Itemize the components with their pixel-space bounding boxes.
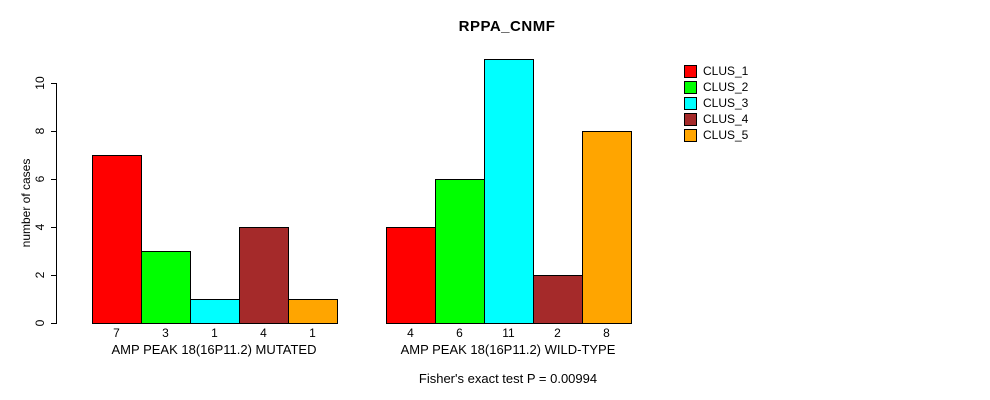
bar-value-label-wildtype-clus_1: 4 [407,326,414,340]
legend-swatch-clus_2 [684,80,697,94]
x-group-label-mutated: AMP PEAK 18(16P11.2) MUTATED [111,342,317,357]
y-tick-mark-4 [51,227,57,228]
legend-label-clus_5: CLUS_5 [703,128,749,142]
bar-value-label-wildtype-clus_4: 2 [554,326,561,340]
y-tick-label-8: 8 [33,127,47,135]
bar-mutated-clus_2 [141,251,191,324]
bar-value-label-wildtype-clus_2: 6 [456,326,463,340]
legend-swatch-clus_4 [684,112,697,126]
legend-label-clus_2: CLUS_2 [703,80,749,94]
y-tick-mark-10 [51,83,57,84]
annotation-fishers-test: Fisher's exact test P = 0.00994 [418,371,598,386]
bar-mutated-clus_3 [190,299,240,324]
bar-value-label-mutated-clus_3: 1 [211,326,218,340]
x-group-label-wildtype: AMP PEAK 18(16P11.2) WILD-TYPE [400,342,616,357]
bar-wildtype-clus_4 [533,275,583,324]
bar-mutated-clus_1 [92,155,142,324]
legend-item-clus_5: CLUS_5 [684,127,748,143]
y-tick-mark-2 [51,275,57,276]
chart-title: RPPA_CNMF [458,18,556,35]
y-axis-title: number of cases [19,158,33,248]
bar-wildtype-clus_5 [582,131,632,324]
legend: CLUS_1 CLUS_2 CLUS_3 CLUS_4 CLUS_5 [684,63,748,143]
bar-value-label-mutated-clus_2: 3 [162,326,169,340]
legend-swatch-clus_5 [684,128,697,142]
y-axis-line [56,83,57,324]
bar-value-label-mutated-clus_1: 7 [113,326,120,340]
bar-wildtype-clus_1 [386,227,436,324]
legend-item-clus_4: CLUS_4 [684,111,748,127]
y-tick-label-2: 2 [33,271,47,279]
legend-item-clus_1: CLUS_1 [684,63,748,79]
legend-label-clus_1: CLUS_1 [703,64,749,78]
y-tick-label-10: 10 [33,76,47,90]
legend-item-clus_3: CLUS_3 [684,95,748,111]
y-tick-label-4: 4 [33,223,47,231]
legend-item-clus_2: CLUS_2 [684,79,748,95]
y-tick-mark-8 [51,131,57,132]
bar-value-label-mutated-clus_5: 1 [309,326,316,340]
bar-value-label-wildtype-clus_5: 8 [603,326,610,340]
legend-label-clus_4: CLUS_4 [703,112,749,126]
bar-mutated-clus_5 [288,299,338,324]
y-tick-mark-0 [51,323,57,324]
bar-value-label-wildtype-clus_3: 11 [502,326,515,340]
bar-wildtype-clus_3 [484,59,534,324]
legend-swatch-clus_1 [684,64,697,78]
legend-swatch-clus_3 [684,96,697,110]
y-tick-label-0: 0 [33,319,47,327]
bar-value-label-mutated-clus_4: 4 [260,326,267,340]
bar-mutated-clus_4 [239,227,289,324]
y-tick-label-6: 6 [33,175,47,183]
legend-label-clus_3: CLUS_3 [703,96,749,110]
bar-wildtype-clus_2 [435,179,485,324]
y-tick-mark-6 [51,179,57,180]
